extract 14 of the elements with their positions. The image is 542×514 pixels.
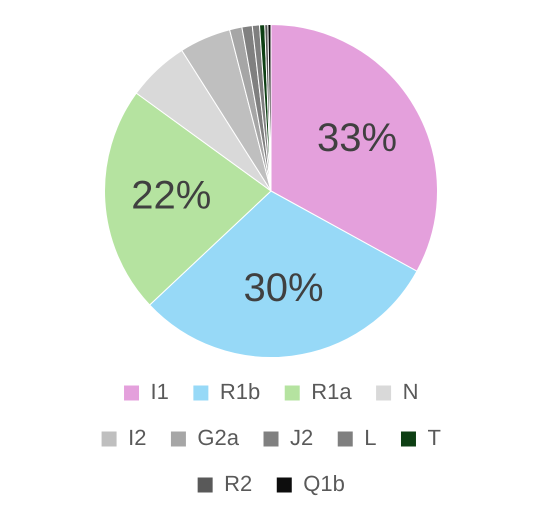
legend-label: I1 <box>150 379 169 404</box>
legend-label: L <box>364 425 376 450</box>
data-label: 22% <box>131 173 212 218</box>
legend-label: N <box>402 379 418 404</box>
legend-label: R1a <box>311 379 352 404</box>
legend-label: R1b <box>220 379 260 404</box>
legend-label: T <box>427 425 441 450</box>
data-label: 33% <box>316 116 398 160</box>
data-label: 30% <box>243 266 324 310</box>
legend-label: G2a <box>197 425 240 450</box>
legend-label: R2 <box>224 471 252 496</box>
legend-label: J2 <box>290 425 314 450</box>
legend-label: I2 <box>128 425 146 450</box>
legend-label: Q1b <box>303 471 345 496</box>
